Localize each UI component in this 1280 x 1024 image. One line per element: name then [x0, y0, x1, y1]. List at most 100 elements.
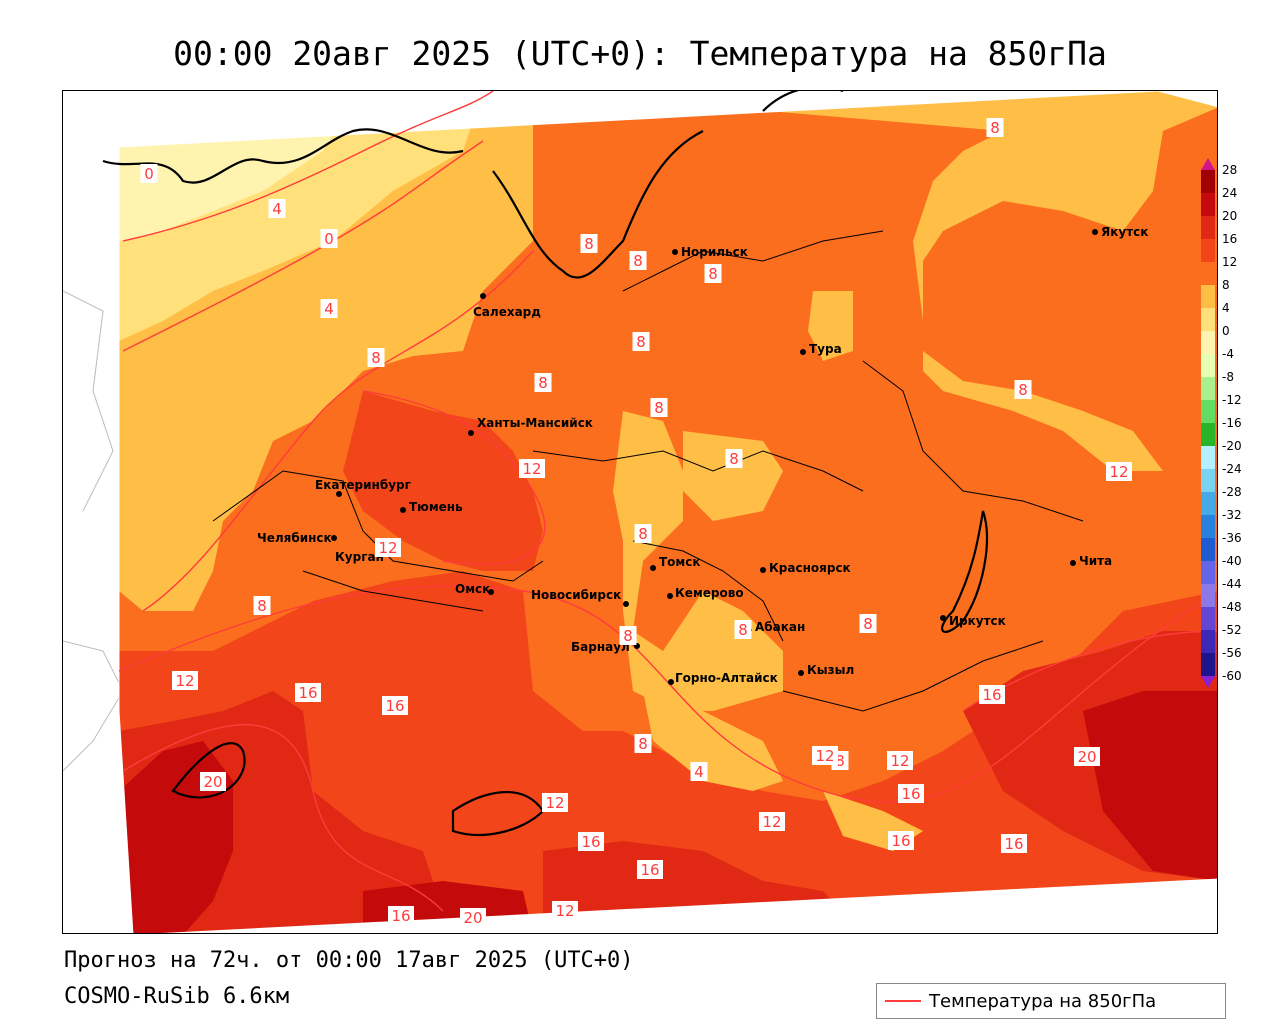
svg-text:16: 16: [581, 833, 600, 851]
isotherm-label: 4: [320, 299, 338, 318]
svg-text:8: 8: [738, 621, 748, 639]
svg-text:16: 16: [385, 697, 404, 715]
city-label: Томск: [659, 555, 701, 569]
city-label: Горно-Алтайск: [675, 671, 778, 685]
city-label: Салехард: [473, 305, 541, 319]
svg-text:16: 16: [901, 785, 920, 803]
colorbar-cell: [1201, 653, 1215, 677]
svg-text:16: 16: [982, 686, 1001, 704]
city-label: Челябинск: [257, 531, 332, 545]
isotherm-label: 4: [268, 199, 286, 218]
svg-text:8: 8: [584, 235, 594, 253]
forecast-info: Прогноз на 72ч. от 00:00 17авг 2025 (UTC…: [64, 948, 634, 973]
colorbar-tick-label: -4: [1222, 347, 1234, 361]
colorbar-tick-label: -52: [1222, 623, 1242, 637]
isotherm-label: 8: [634, 524, 652, 543]
colorbar-tick-label: 4: [1222, 301, 1230, 315]
svg-text:20: 20: [1077, 748, 1096, 766]
svg-text:8: 8: [636, 333, 646, 351]
colorbar-cell: [1201, 538, 1215, 562]
city-label: Тура: [809, 342, 842, 356]
isotherm-label: 8: [986, 118, 1004, 137]
legend-label: Температура на 850гПа: [929, 990, 1157, 1012]
svg-text:12: 12: [890, 752, 909, 770]
svg-text:4: 4: [694, 763, 704, 781]
colorbar-cell: [1201, 285, 1215, 309]
svg-text:8: 8: [371, 349, 381, 367]
colorbar-cell: [1201, 446, 1215, 470]
city-markers: Норильск Якутск Салехард Тура Ханты-Манс…: [257, 225, 1148, 685]
svg-text:8: 8: [990, 119, 1000, 137]
colorbar-cell: [1201, 630, 1215, 654]
isotherm-label: 16: [578, 832, 604, 851]
colorbar-cell: [1201, 377, 1215, 401]
isotherm-label: 16: [295, 683, 321, 702]
city-label: Иркутск: [949, 614, 1006, 628]
colorbar-cell: [1201, 515, 1215, 539]
colorbar-tick-label: -16: [1222, 416, 1242, 430]
map-area[interactable]: Норильск Якутск Салехард Тура Ханты-Манс…: [62, 90, 1218, 934]
city-label: Абакан: [755, 620, 805, 634]
legend: Температура на 850гПа: [876, 983, 1226, 1019]
colorbar-tick-label: -40: [1222, 554, 1242, 568]
colorbar: [1201, 158, 1215, 688]
isotherm-label: 0: [140, 164, 158, 183]
colorbar-tick-label: -48: [1222, 600, 1242, 614]
city-label: Новосибирск: [531, 588, 621, 602]
svg-text:8: 8: [638, 735, 648, 753]
colorbar-tick-label: -56: [1222, 646, 1242, 660]
svg-text:12: 12: [545, 794, 564, 812]
colorbar-tick-label: 0: [1222, 324, 1230, 338]
colorbar-tick-label: 20: [1222, 209, 1238, 223]
colorbar-cell: [1201, 492, 1215, 516]
colorbar-tick-label: -28: [1222, 485, 1242, 499]
isotherm-label: 20: [460, 908, 486, 927]
admin-borders: [212, 230, 1084, 712]
colorbar-tick-label: -20: [1222, 439, 1242, 453]
isotherm-label: 16: [898, 784, 924, 803]
city-label: Норильск: [681, 245, 748, 259]
svg-text:8: 8: [1018, 381, 1028, 399]
svg-text:4: 4: [324, 300, 334, 318]
isotherm-label: 8: [650, 398, 668, 417]
svg-text:12: 12: [378, 539, 397, 557]
svg-text:16: 16: [298, 684, 317, 702]
isotherm-label: 8: [734, 620, 752, 639]
isotherm-label: 8: [619, 626, 637, 645]
isotherm-label: 12: [552, 901, 578, 920]
svg-text:16: 16: [1004, 835, 1023, 853]
isotherm-label: 8: [580, 234, 598, 253]
city-label: Тюмень: [409, 500, 463, 514]
colorbar-tick-label: 24: [1222, 186, 1238, 200]
svg-text:12: 12: [762, 813, 781, 831]
isotherm-label: 8: [704, 264, 722, 283]
city-label: Чита: [1079, 554, 1112, 568]
city-label: Красноярск: [769, 561, 851, 575]
city-label: Якутск: [1101, 225, 1148, 239]
svg-text:8: 8: [638, 525, 648, 543]
legend-line-swatch: [885, 1000, 921, 1002]
city-label: Омск: [455, 582, 490, 596]
isotherm-label: 8: [632, 332, 650, 351]
colorbar-cell: [1201, 193, 1215, 217]
svg-text:12: 12: [175, 672, 194, 690]
svg-text:8: 8: [623, 627, 633, 645]
isotherm-label: 12: [375, 538, 401, 557]
svg-text:8: 8: [863, 615, 873, 633]
svg-text:8: 8: [633, 252, 643, 270]
isotherm-label: 8: [253, 596, 271, 615]
svg-text:0: 0: [324, 230, 334, 248]
isotherm-label: 12: [1106, 462, 1132, 481]
svg-text:0: 0: [144, 165, 154, 183]
temperature-map: Норильск Якутск Салехард Тура Ханты-Манс…: [63, 91, 1217, 933]
city-label: Курган: [335, 550, 384, 564]
svg-text:16: 16: [640, 861, 659, 879]
colorbar-tick-label: -44: [1222, 577, 1242, 591]
isotherm-label: 16: [637, 860, 663, 879]
city-label: Ханты-Мансийск: [477, 416, 593, 430]
colorbar-cell: [1201, 170, 1215, 194]
svg-text:8: 8: [654, 399, 664, 417]
isotherm-label: 12: [519, 459, 545, 478]
svg-text:8: 8: [538, 374, 548, 392]
city-label: Кызыл: [807, 663, 854, 677]
